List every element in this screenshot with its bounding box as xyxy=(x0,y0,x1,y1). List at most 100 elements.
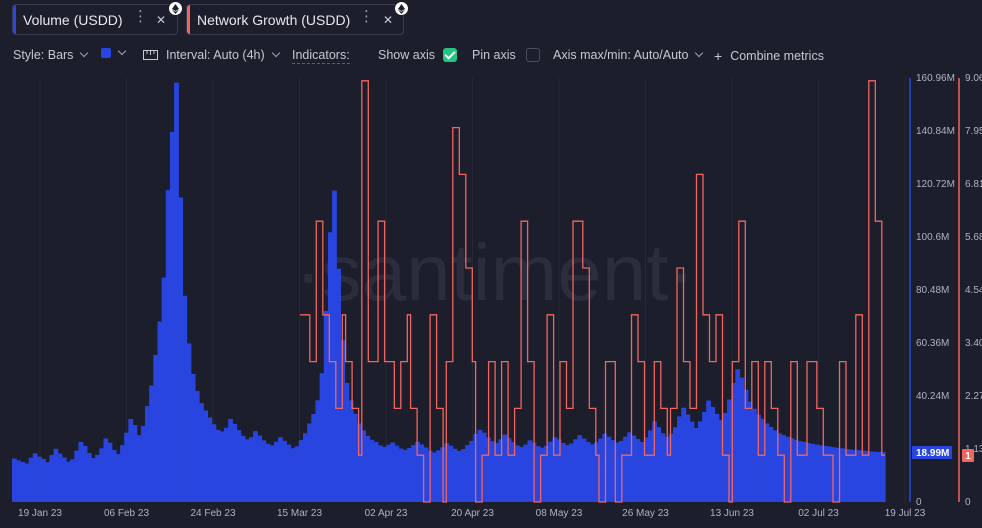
plus-icon: + xyxy=(714,48,723,64)
volume-bar xyxy=(86,453,92,502)
last-value-network-growth-label: 1 xyxy=(965,451,971,462)
volume-bar xyxy=(560,442,566,502)
show-axis-checkbox[interactable] xyxy=(442,48,457,62)
volume-bar xyxy=(419,444,425,502)
volume-bar xyxy=(664,436,670,502)
volume-bar xyxy=(145,406,150,502)
volume-bar xyxy=(194,391,200,502)
volume-bar xyxy=(714,414,720,502)
y-right-tick-label: 7.95 xyxy=(965,126,982,137)
volume-bar xyxy=(182,295,188,502)
volume-bar xyxy=(436,450,441,502)
volume-bar xyxy=(390,442,396,502)
x-tick-label: 24 Feb 23 xyxy=(190,508,235,519)
axis-maxmin-label: Axis max/min: Auto/Auto xyxy=(553,48,689,62)
pin-axis-toggle[interactable]: Pin axis xyxy=(472,48,540,62)
color-picker[interactable] xyxy=(101,46,127,58)
show-axis-toggle[interactable]: Show axis xyxy=(378,48,457,62)
volume-bar xyxy=(190,373,196,502)
volume-bar xyxy=(357,423,362,502)
volume-bar xyxy=(373,441,379,502)
volume-bar xyxy=(789,438,795,502)
volume-bar xyxy=(53,448,59,502)
volume-bar xyxy=(315,400,321,502)
volume-bar xyxy=(835,447,840,502)
volume-bar xyxy=(793,439,799,502)
volume-bar xyxy=(652,421,657,502)
x-tick-label: 26 May 23 xyxy=(622,508,669,519)
close-icon[interactable]: ✕ xyxy=(383,13,394,27)
volume-bar xyxy=(286,444,292,502)
volume-bar xyxy=(594,442,599,502)
y-right-tick-label: 6.81 xyxy=(965,179,982,190)
x-tick-label: 02 Jul 23 xyxy=(798,508,839,519)
metric-tab-volume[interactable]: Volume (USDD) ⋮ ✕ xyxy=(12,1,183,35)
volume-bar xyxy=(57,453,63,502)
volume-bar xyxy=(552,437,558,502)
x-tick-label: 06 Feb 23 xyxy=(104,508,149,519)
volume-bar xyxy=(718,419,724,502)
volume-bar xyxy=(207,417,213,502)
y-right-tick-label: 2.27 xyxy=(965,391,982,402)
close-icon[interactable]: ✕ xyxy=(156,13,167,27)
volume-bar xyxy=(140,425,146,502)
y-right-tick-label: 9.06 xyxy=(965,73,982,84)
x-tick-label: 20 Apr 23 xyxy=(451,508,494,519)
volume-bar xyxy=(668,433,674,502)
volume-bar xyxy=(448,445,454,502)
volume-bar xyxy=(298,440,304,502)
metric-tab-network-growth[interactable]: Network Growth (USDD) ⋮ ✕ xyxy=(186,1,409,35)
y-left-tick-label: 140.84M xyxy=(916,126,955,137)
volume-bar xyxy=(722,412,728,502)
volume-bar xyxy=(128,419,134,502)
volume-bar xyxy=(826,446,832,502)
volume-bar xyxy=(569,443,574,502)
volume-bar xyxy=(623,436,628,502)
ethereum-icon xyxy=(168,1,183,16)
volume-bar xyxy=(244,439,250,502)
volume-bar xyxy=(506,438,512,502)
volume-bar xyxy=(510,441,516,502)
show-axis-label: Show axis xyxy=(378,48,435,62)
volume-bar xyxy=(539,447,545,502)
x-tick-label: 15 Mar 23 xyxy=(277,508,322,519)
volume-bar xyxy=(178,197,184,503)
volume-bar xyxy=(465,445,470,502)
y-left-tick-label: 100.6M xyxy=(916,232,949,243)
volume-bar xyxy=(423,447,429,502)
volume-bar xyxy=(45,462,51,502)
volume-bar xyxy=(41,458,46,502)
more-options-icon[interactable]: ⋮ xyxy=(359,8,374,25)
volume-bar xyxy=(377,445,383,502)
volume-bar xyxy=(124,432,129,502)
volume-bar xyxy=(573,439,578,502)
volume-bar xyxy=(431,452,437,502)
y-left-tick-label: 120.72M xyxy=(916,179,955,190)
x-axis: 19 Jan 23 06 Feb 23 24 Feb 23 15 Mar 23 02 A… xyxy=(18,508,926,519)
watermark: ·santiment· xyxy=(295,228,695,317)
volume-bar xyxy=(785,436,790,502)
y-left-tick-label: 80.48M xyxy=(916,285,949,296)
volume-bar xyxy=(677,416,682,502)
volume-bar xyxy=(111,449,117,502)
volume-bar xyxy=(120,445,125,502)
axis-maxmin-dropdown[interactable]: Axis max/min: Auto/Auto xyxy=(553,48,704,62)
style-dropdown[interactable]: Style: Bars xyxy=(13,48,89,62)
combine-metrics-button[interactable]: + Combine metrics xyxy=(714,48,824,64)
metrics-bar: Volume (USDD) ⋮ ✕ Network Growth (USDD) … xyxy=(0,0,982,40)
volume-bar xyxy=(411,445,416,502)
volume-bar xyxy=(855,450,861,502)
interval-dropdown[interactable]: Interval: Auto (4h) xyxy=(143,48,280,62)
indicators-dropdown[interactable]: Indicators: xyxy=(292,48,350,64)
metric-color-bar xyxy=(13,5,16,34)
volume-bar xyxy=(477,429,483,502)
pin-axis-checkbox[interactable] xyxy=(525,48,540,62)
volume-bar xyxy=(485,437,491,502)
metric-label: Volume (USDD) xyxy=(23,11,123,28)
metric-color-bar xyxy=(187,5,190,34)
more-options-icon[interactable]: ⋮ xyxy=(133,8,148,25)
volume-bar xyxy=(269,445,275,502)
volume-bar xyxy=(810,443,815,502)
volume-bar xyxy=(851,449,857,502)
